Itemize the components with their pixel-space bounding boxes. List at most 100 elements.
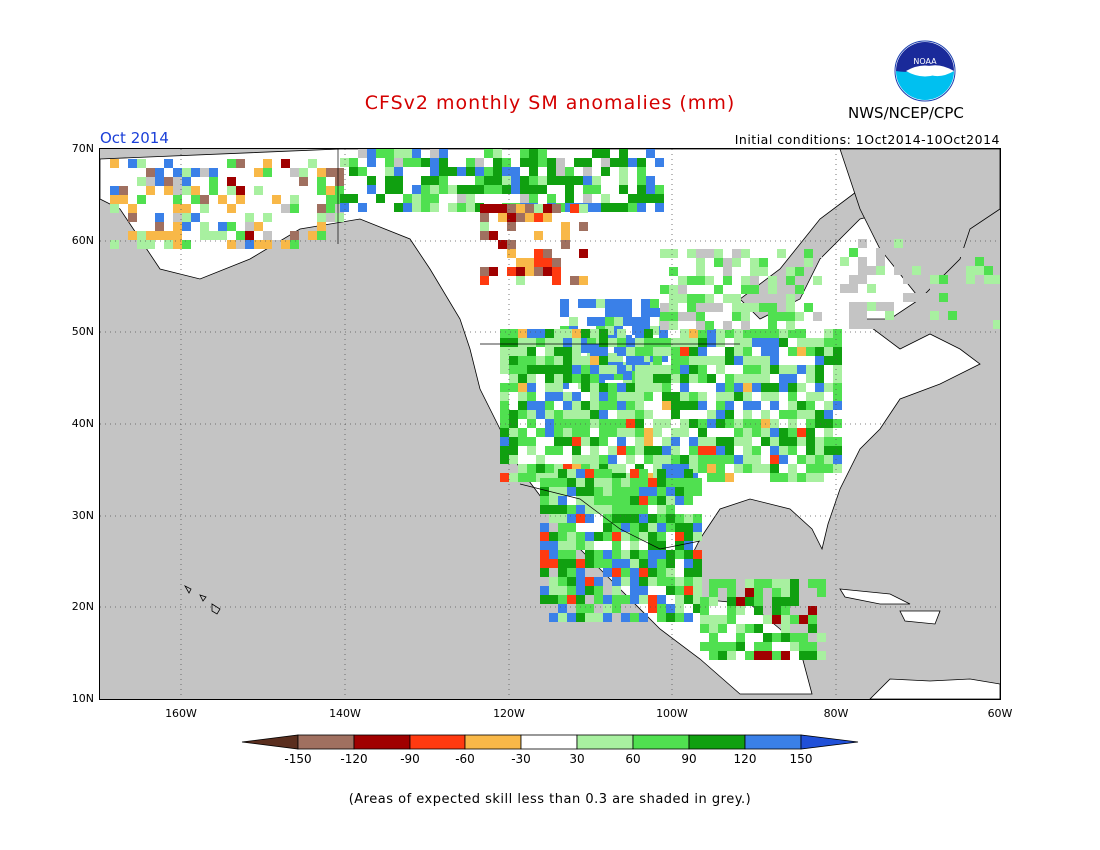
anomaly-cell xyxy=(484,149,493,158)
anomaly-cell xyxy=(385,176,394,185)
lon-label-100w: 100W xyxy=(656,707,688,720)
anomaly-cell xyxy=(648,568,657,577)
anomaly-cell xyxy=(516,276,525,285)
lat-label-60n: 60N xyxy=(71,234,94,247)
anomaly-cell xyxy=(623,299,632,308)
anomaly-cell xyxy=(666,613,675,622)
anomaly-cell xyxy=(448,185,457,194)
colorbar-bin-7 xyxy=(632,734,690,750)
anomaly-cell xyxy=(146,186,155,195)
anomaly-cell xyxy=(480,231,489,240)
anomaly-cell xyxy=(903,275,912,284)
anomaly-cell xyxy=(543,249,552,258)
anomaly-cell xyxy=(781,597,790,606)
anomaly-cell xyxy=(833,437,842,446)
anomaly-cell xyxy=(578,335,587,344)
anomaly-cell xyxy=(732,303,741,312)
anomaly-cell xyxy=(549,478,558,487)
anomaly-cell xyxy=(912,266,921,275)
anomaly-cell xyxy=(727,588,736,597)
anomaly-cell xyxy=(466,167,475,176)
anomaly-cell xyxy=(561,222,570,231)
anomaly-cell xyxy=(763,651,772,660)
anomaly-cell xyxy=(507,267,516,276)
anomaly-cell xyxy=(635,383,644,392)
anomaly-cell xyxy=(790,642,799,651)
anomaly-cell xyxy=(536,329,545,338)
anomaly-cell xyxy=(912,293,921,302)
anomaly-cell xyxy=(376,194,385,203)
anomaly-cell xyxy=(590,392,599,401)
anomaly-cell xyxy=(716,410,725,419)
lon-label-60w: 60W xyxy=(987,707,1013,720)
anomaly-cell xyxy=(500,383,509,392)
anomaly-cell xyxy=(340,158,349,167)
anomaly-cell xyxy=(567,514,576,523)
anomaly-cell xyxy=(439,185,448,194)
anomaly-cell xyxy=(146,177,155,186)
anomaly-cell xyxy=(693,532,702,541)
anomaly-cell xyxy=(966,266,975,275)
anomaly-cell xyxy=(558,577,567,586)
anomaly-cell xyxy=(723,294,732,303)
anomaly-cell xyxy=(709,642,718,651)
anomaly-cell xyxy=(567,559,576,568)
colorbar-label-m60: -60 xyxy=(455,752,475,766)
anomaly-cell xyxy=(394,203,403,212)
anomaly-cell xyxy=(563,338,572,347)
anomaly-cell xyxy=(218,195,227,204)
anomaly-cell xyxy=(608,455,617,464)
anomaly-cell xyxy=(876,257,885,266)
anomaly-cell xyxy=(540,550,549,559)
anomaly-cell xyxy=(155,213,164,222)
anomaly-cell xyxy=(833,464,842,473)
anomaly-cell xyxy=(182,204,191,213)
anomaly-cell xyxy=(696,303,705,312)
anomaly-cell xyxy=(754,579,763,588)
anomaly-cell xyxy=(815,374,824,383)
anomaly-cell xyxy=(581,428,590,437)
anomaly-cell xyxy=(707,437,716,446)
anomaly-cell xyxy=(509,347,518,356)
anomaly-cell xyxy=(563,356,572,365)
anomaly-cell xyxy=(646,176,655,185)
anomaly-cell xyxy=(585,577,594,586)
colorbar-bin-4 xyxy=(464,734,522,750)
anomaly-cell xyxy=(579,204,588,213)
anomaly-cell xyxy=(849,320,858,329)
anomaly-cell xyxy=(653,455,662,464)
anomaly-cell xyxy=(849,248,858,257)
anomaly-cell xyxy=(630,469,639,478)
anomaly-cell xyxy=(119,195,128,204)
anomaly-cell xyxy=(439,176,448,185)
anomaly-cell xyxy=(646,194,655,203)
anomaly-cell xyxy=(596,299,605,308)
anomaly-cell xyxy=(662,464,671,473)
colorbar xyxy=(241,734,859,750)
anomaly-cell xyxy=(675,523,684,532)
colorbar-bin-1 xyxy=(297,734,355,750)
anomaly-cell xyxy=(603,478,612,487)
anomaly-cell xyxy=(612,559,621,568)
anomaly-cell xyxy=(669,285,678,294)
anomaly-cell xyxy=(549,532,558,541)
anomaly-cell xyxy=(576,541,585,550)
anomaly-cell xyxy=(858,257,867,266)
anomaly-cell xyxy=(939,257,948,266)
anomaly-cell xyxy=(500,356,509,365)
map-panel xyxy=(99,148,1001,700)
north-america-land xyxy=(100,149,981,695)
anomaly-cell xyxy=(349,158,358,167)
anomaly-cell xyxy=(534,249,543,258)
anomaly-cell xyxy=(639,586,648,595)
anomaly-cell xyxy=(644,455,653,464)
anomaly-cell xyxy=(173,168,182,177)
anomaly-cell xyxy=(558,541,567,550)
anomaly-cell xyxy=(772,597,781,606)
anomaly-cell xyxy=(583,167,592,176)
anomaly-cell xyxy=(709,615,718,624)
anomaly-cell xyxy=(786,312,795,321)
anomaly-cell xyxy=(671,437,680,446)
anomaly-cell xyxy=(804,249,813,258)
anomaly-cell xyxy=(662,437,671,446)
